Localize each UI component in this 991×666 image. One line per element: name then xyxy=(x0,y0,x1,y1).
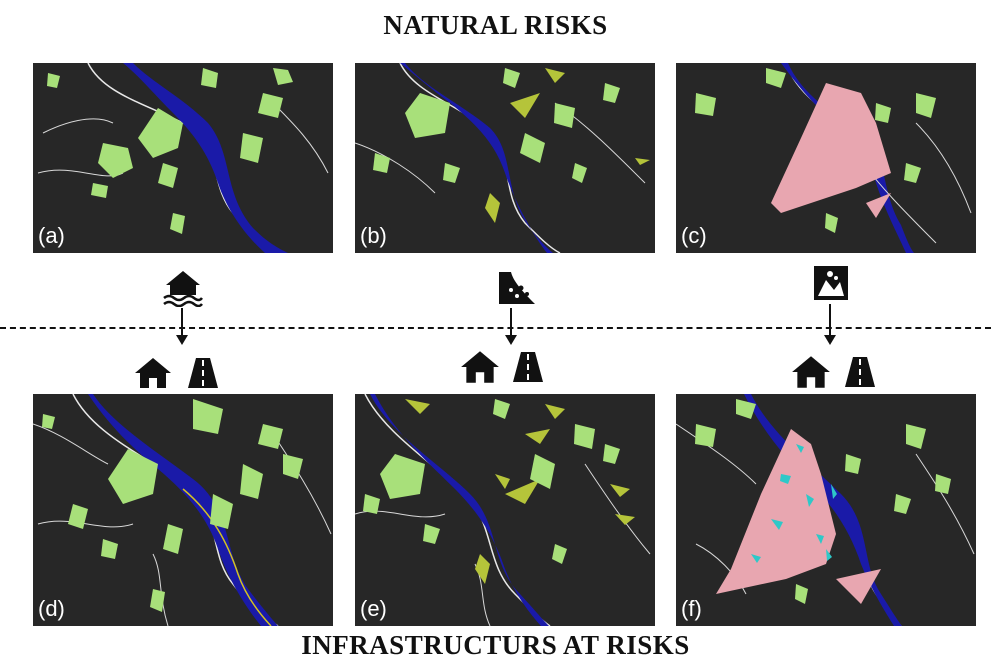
panel-label-b: (b) xyxy=(360,223,387,249)
arrow-landslide xyxy=(510,308,512,343)
panel-label-a: (a) xyxy=(38,223,65,249)
panel-label-c: (c) xyxy=(681,223,707,249)
panel-label-d: (d) xyxy=(38,596,65,622)
rockfall-map xyxy=(676,63,976,253)
arrow-flood xyxy=(181,308,183,343)
house-icon xyxy=(790,354,832,390)
map-panel-a: (a) xyxy=(33,63,333,253)
road-icon xyxy=(843,354,877,390)
landslide-icon xyxy=(497,270,537,306)
house-icon xyxy=(133,356,173,390)
map-panel-d: (d) xyxy=(33,394,333,626)
flood-infrastructure-map xyxy=(33,394,333,626)
natural-risks-title: NATURAL RISKS xyxy=(0,10,991,41)
map-panel-c: (c) xyxy=(676,63,976,253)
landslide-infrastructure-map xyxy=(355,394,655,626)
flood-map xyxy=(33,63,333,253)
rockfall-icon xyxy=(812,264,850,302)
map-panel-f: (f) xyxy=(676,394,976,626)
road-icon xyxy=(186,356,220,390)
dashed-divider xyxy=(0,327,991,329)
infrastructures-at-risks-title: INFRASTRUCTURS AT RISKS xyxy=(0,630,991,661)
house-icon xyxy=(459,349,501,385)
rockfall-infrastructure-map xyxy=(676,394,976,626)
map-panel-e: (e) xyxy=(355,394,655,626)
flooded-house-icon xyxy=(162,267,204,307)
landslide-map xyxy=(355,63,655,253)
arrow-rockfall xyxy=(829,304,831,343)
panel-label-e: (e) xyxy=(360,596,387,622)
map-panel-b: (b) xyxy=(355,63,655,253)
panel-label-f: (f) xyxy=(681,596,702,622)
road-icon xyxy=(511,349,545,385)
